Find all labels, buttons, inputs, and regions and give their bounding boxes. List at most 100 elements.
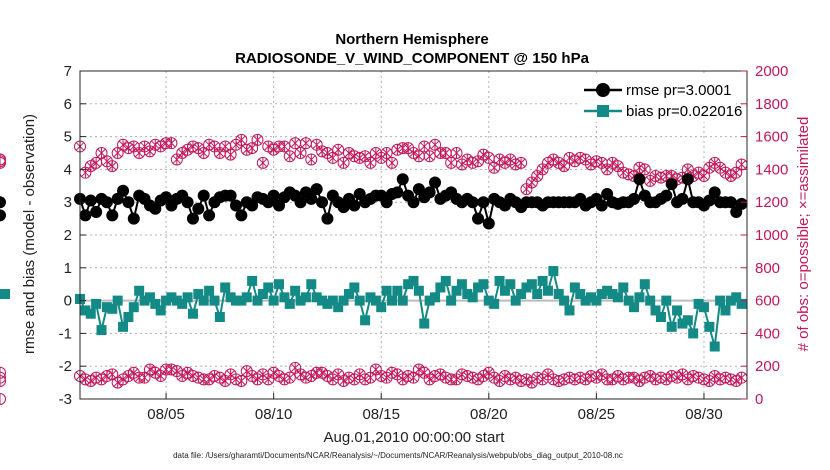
- y-tick-label: 5: [64, 129, 72, 146]
- bias-point: [408, 275, 419, 286]
- bias-point: [225, 292, 236, 303]
- bias-point: [123, 312, 134, 322]
- y-right-tick-label: 200: [755, 358, 780, 375]
- data-file-footer: data file: /Users/gharamti/Documents/NCA…: [173, 451, 623, 460]
- obs-count-point: [154, 370, 167, 383]
- bias-point: [715, 295, 726, 306]
- bias-point: [731, 292, 742, 303]
- bias-point: [650, 305, 661, 316]
- rmse-point: [197, 189, 210, 202]
- obs-count-point: [219, 140, 232, 153]
- bias-point: [629, 302, 640, 313]
- obs-count-point: [445, 156, 458, 169]
- y-tick-label: 0: [64, 293, 72, 310]
- rmse-point: [482, 217, 495, 230]
- bias-point: [166, 292, 177, 303]
- bias-point: [580, 295, 591, 306]
- y-right-tick-label: 1400: [755, 161, 788, 178]
- bias-point: [284, 298, 295, 309]
- obs-count-point: [197, 147, 210, 159]
- rmse-point: [472, 212, 485, 225]
- obs-marker-circle: [0, 153, 6, 166]
- y-tick-label: 4: [64, 161, 72, 178]
- obs-count-point: [332, 143, 345, 156]
- rmse-point: [122, 196, 135, 209]
- rmse-point: [665, 178, 678, 191]
- obs-count-point: [515, 156, 528, 169]
- y-axis-right-label: # of obs: o=possible; ×=assimilated: [795, 117, 812, 352]
- obs-count-point: [482, 151, 495, 164]
- y-right-tick-label: 400: [755, 325, 780, 342]
- bias-point: [677, 318, 688, 329]
- bias-point: [327, 295, 338, 306]
- obs-count-point: [407, 371, 420, 384]
- obs-count-point: [224, 148, 237, 161]
- rmse-point: [633, 173, 646, 186]
- obs-count-point: [246, 142, 259, 155]
- legend-bias-marker: [597, 105, 609, 117]
- bias-point: [370, 295, 381, 306]
- y-right-tick-label: 800: [755, 260, 780, 277]
- obs-count-point: [558, 160, 571, 173]
- obs-count-point: [213, 147, 226, 159]
- bias-point: [489, 298, 500, 309]
- y-right-tick-label: 1600: [755, 129, 788, 146]
- rmse-point: [229, 199, 242, 212]
- bias-point: [688, 328, 699, 339]
- rmse-point: [84, 194, 97, 207]
- bias-point: [591, 295, 602, 306]
- rmse-point: [0, 196, 6, 209]
- obs-count-point: [418, 140, 431, 153]
- bias-point: [220, 282, 231, 293]
- obs-count-point: [299, 137, 312, 150]
- bias-point: [198, 295, 209, 306]
- rmse-point: [235, 209, 248, 222]
- bias-point: [343, 289, 354, 300]
- bias-point: [564, 305, 575, 316]
- bias-point: [349, 282, 360, 293]
- bias-point: [311, 292, 322, 303]
- rmse-point: [391, 186, 404, 199]
- bias-point: [612, 292, 623, 303]
- rmse-point: [407, 196, 420, 209]
- rmse-point: [0, 209, 6, 222]
- obs-count-point: [429, 138, 442, 151]
- bias-point: [430, 292, 441, 303]
- bias-point: [85, 308, 96, 319]
- rmse-point: [724, 196, 737, 209]
- x-tick-label: 08/25: [578, 406, 616, 423]
- bias-point: [618, 282, 629, 293]
- rmse-point: [396, 173, 409, 186]
- obs-count-point: [525, 176, 538, 189]
- bias-point: [672, 305, 683, 316]
- y-right-tick-label: 1200: [755, 194, 788, 211]
- bias-point: [317, 295, 328, 306]
- bias-point: [96, 325, 107, 336]
- obs-count-point: [337, 156, 350, 169]
- y-tick-label: 2: [64, 227, 72, 244]
- obs-marker-circle: [0, 374, 6, 387]
- bias-point: [510, 295, 521, 306]
- rmse-point: [681, 173, 694, 186]
- rmse-point: [628, 192, 641, 205]
- bias-point: [456, 279, 467, 290]
- bias-point: [639, 279, 650, 290]
- bias-point: [478, 279, 489, 290]
- bias-point: [392, 285, 403, 296]
- rmse-point: [192, 202, 205, 215]
- rmse-point: [477, 196, 490, 209]
- bias-series: [0, 266, 747, 352]
- obs-count-point: [289, 361, 302, 374]
- bias-point: [268, 295, 279, 306]
- bias-point: [553, 289, 564, 300]
- rmse-series: [0, 173, 748, 230]
- bias-point: [446, 295, 457, 306]
- y-tick-label: 7: [64, 63, 72, 80]
- obs-count-point: [235, 133, 248, 146]
- bias-point: [397, 295, 408, 306]
- bias-point: [290, 285, 301, 296]
- legend: rmse pr=3.0001 bias pr=0.022016: [580, 76, 742, 122]
- chart-subtitle: RADIOSONDE_V_WIND_COMPONENT @ 150 hPa: [235, 50, 590, 67]
- rmse-point: [224, 189, 237, 202]
